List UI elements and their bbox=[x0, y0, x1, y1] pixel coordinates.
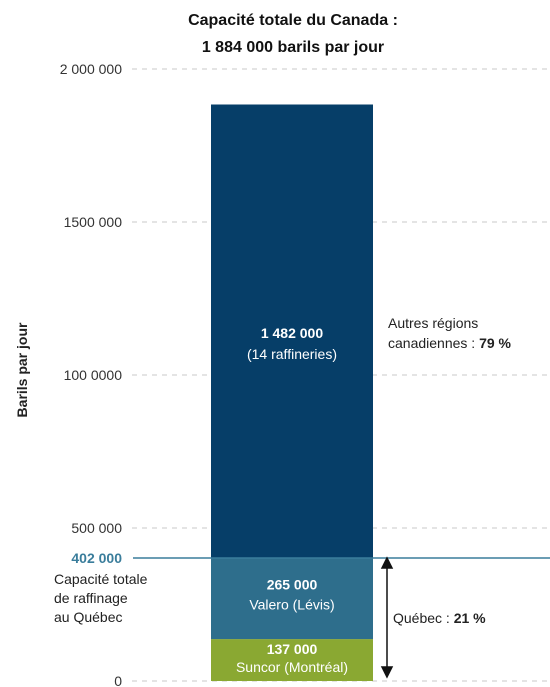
bar-segment bbox=[211, 557, 373, 640]
bar-segment bbox=[211, 104, 373, 558]
segment-value-label: 1 482 000 bbox=[261, 325, 323, 341]
others-share-prefix: canadiennes : bbox=[388, 335, 479, 351]
quebec-total-label-line3: au Québec bbox=[54, 609, 123, 625]
quebec-total-label-line2: de raffinage bbox=[54, 590, 128, 606]
quebec-share-prefix: Québec : bbox=[393, 610, 454, 626]
y-axis-label: Barils par jour bbox=[14, 322, 30, 417]
quebec-share-value: 21 % bbox=[454, 610, 486, 626]
y-tick-label: 500 000 bbox=[71, 520, 122, 536]
segment-name-label: (14 raffineries) bbox=[247, 346, 337, 362]
segment-value-label: 265 000 bbox=[267, 577, 318, 593]
others-label-line2: canadiennes : 79 % bbox=[388, 335, 512, 351]
chart-title-line2: 1 884 000 barils par jour bbox=[202, 39, 384, 56]
bar-segments bbox=[211, 104, 373, 681]
quebec-bracket-arrow bbox=[380, 556, 394, 679]
y-axis-ticks: 0 500 000 100 0000 1500 000 2 000 000 bbox=[60, 61, 123, 687]
others-share-value: 79 % bbox=[479, 335, 511, 351]
y-tick-label: 1500 000 bbox=[64, 214, 123, 230]
quebec-total-label-line1: Capacité totale bbox=[54, 571, 148, 587]
others-label-line1: Autres régions bbox=[388, 315, 478, 331]
y-tick-label: 0 bbox=[114, 673, 122, 687]
reference-line-label: 402 000 bbox=[71, 550, 122, 566]
segment-value-label: 137 000 bbox=[267, 641, 318, 657]
bar-segment bbox=[211, 639, 373, 681]
segment-labels: 137 000 Suncor (Montréal) 265 000 Valero (L… bbox=[236, 325, 348, 675]
quebec-share-label: Québec : 21 % bbox=[393, 610, 486, 626]
segment-name-label: Suncor (Montréal) bbox=[236, 659, 348, 675]
y-tick-label: 100 0000 bbox=[64, 367, 123, 383]
segment-name-label: Valero (Lévis) bbox=[249, 597, 334, 613]
y-tick-label: 2 000 000 bbox=[60, 61, 122, 77]
reference-line-group: 402 000 bbox=[71, 550, 550, 566]
chart-title-line1: Capacité totale du Canada : bbox=[188, 12, 398, 29]
